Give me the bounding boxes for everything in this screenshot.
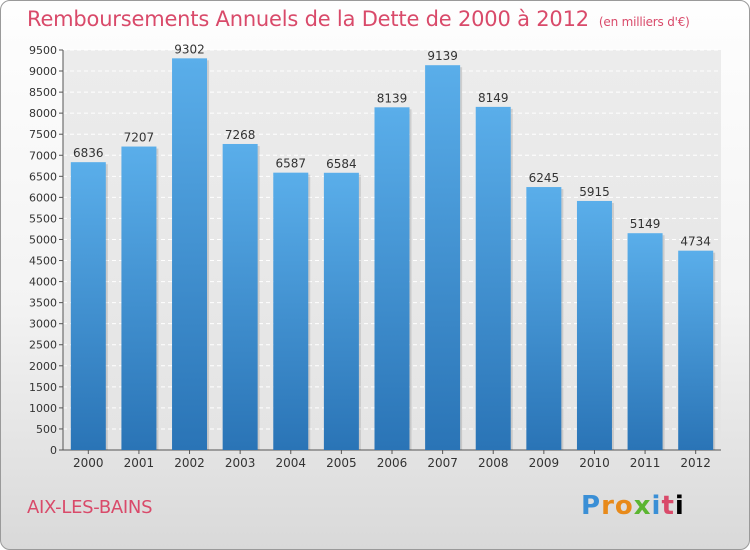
- y-tick-label: 2500: [29, 339, 57, 352]
- bar-2005: [323, 172, 359, 451]
- x-tick-label: 2008: [478, 456, 509, 470]
- data-label: 9302: [174, 42, 205, 56]
- bar-2000: [70, 162, 106, 450]
- data-label: 8139: [377, 91, 408, 105]
- y-tick-label: 1500: [29, 381, 57, 394]
- x-tick-label: 2012: [680, 456, 711, 470]
- bar-2007: [425, 65, 461, 450]
- bar-2002: [172, 58, 208, 450]
- x-tick-label: 2009: [529, 456, 560, 470]
- bar-2006: [374, 107, 410, 450]
- data-label: 7268: [225, 128, 256, 142]
- y-tick-label: 1000: [29, 402, 57, 415]
- data-label: 8149: [478, 91, 509, 105]
- title-text: Remboursements Annuels de la Dette de 20…: [27, 7, 589, 31]
- y-tick-label: 8000: [29, 107, 57, 120]
- y-tick-label: 4500: [29, 255, 57, 268]
- bar-2008: [475, 106, 511, 450]
- y-tick-label: 6500: [29, 170, 57, 183]
- data-label: 6584: [326, 157, 357, 171]
- bar-2009: [526, 187, 562, 451]
- x-tick-label: 2002: [174, 456, 205, 470]
- bar-2011: [627, 233, 663, 450]
- bar-2012: [678, 250, 714, 450]
- x-tick-label: 2006: [377, 456, 408, 470]
- y-tick-label: 7000: [29, 149, 57, 162]
- chart-subtitle: (en milliers d'€): [598, 15, 690, 29]
- y-tick-label: 5500: [29, 212, 57, 225]
- city-name: AIX-LES-BAINS: [27, 497, 153, 518]
- x-tick-label: 2003: [225, 456, 256, 470]
- x-tick-label: 2004: [275, 456, 306, 470]
- x-tick-label: 2001: [124, 456, 155, 470]
- y-tick-label: 3000: [29, 318, 57, 331]
- y-tick-label: 9000: [29, 65, 57, 78]
- data-label: 6245: [529, 171, 560, 185]
- x-tick-label: 2007: [427, 456, 458, 470]
- data-label: 5149: [630, 217, 661, 231]
- bar-2010: [576, 200, 612, 450]
- bar-2003: [222, 143, 258, 450]
- data-label: 6836: [73, 146, 104, 160]
- chart-title: Remboursements Annuels de la Dette de 20…: [27, 7, 690, 31]
- y-tick-label: 9500: [29, 44, 57, 57]
- y-tick-label: 7500: [29, 128, 57, 141]
- data-label: 6587: [275, 157, 306, 171]
- y-tick-label: 0: [50, 444, 57, 457]
- y-tick-label: 6000: [29, 191, 57, 204]
- y-tick-label: 5000: [29, 233, 57, 246]
- y-tick-label: 500: [36, 423, 57, 436]
- y-tick-label: 3500: [29, 297, 57, 310]
- data-label: 5915: [579, 185, 610, 199]
- y-tick-label: 2000: [29, 360, 57, 373]
- y-tick-label: 4000: [29, 276, 57, 289]
- x-tick-label: 2000: [73, 456, 104, 470]
- data-label: 4734: [680, 235, 711, 249]
- bar-2001: [121, 146, 157, 450]
- x-tick-label: 2010: [579, 456, 610, 470]
- x-tick-label: 2005: [326, 456, 357, 470]
- y-tick-label: 8500: [29, 86, 57, 99]
- data-label: 7207: [124, 131, 155, 145]
- proxiti-logo: Proxiti: [581, 491, 685, 521]
- data-label: 9139: [427, 49, 458, 63]
- x-tick-label: 2011: [630, 456, 661, 470]
- bar-2004: [273, 172, 309, 450]
